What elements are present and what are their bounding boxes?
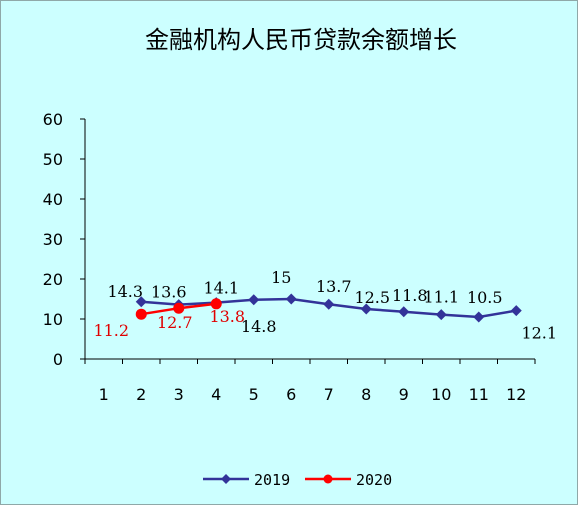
data-label-2020: 12.7 — [157, 313, 193, 332]
y-tick-label: 60 — [43, 110, 63, 129]
x-tick-label: 7 — [324, 385, 334, 404]
x-tick-label: 9 — [399, 385, 409, 404]
data-label-2019: 11.8 — [392, 286, 428, 305]
y-tick-label: 0 — [53, 350, 63, 369]
x-tick-label: 2 — [136, 385, 146, 404]
legend-2020-marker — [323, 474, 333, 484]
x-tick-label: 4 — [211, 385, 221, 404]
x-tick-label: 3 — [174, 385, 184, 404]
y-tick-label: 50 — [43, 150, 63, 169]
legend: 2019 2020 — [203, 471, 392, 489]
chart-title: 金融机构人民币贷款余额增长 — [145, 26, 457, 54]
legend-2019-marker — [221, 474, 231, 484]
series-layer — [135, 293, 522, 323]
series-2020-point — [210, 298, 222, 310]
series-2020-point — [135, 308, 147, 320]
series-2020-point — [173, 302, 185, 314]
data-label-2020: 11.2 — [93, 321, 129, 340]
series-2019-point — [285, 293, 297, 305]
legend-2020-label: 2020 — [356, 471, 392, 489]
data-label-2019: 14.1 — [203, 279, 239, 298]
x-tick-label: 5 — [249, 385, 259, 404]
series-2019-point — [360, 303, 372, 315]
x-tick-label: 11 — [469, 385, 489, 404]
data-label-2019: 10.5 — [467, 288, 503, 307]
x-tick-label: 6 — [286, 385, 296, 404]
data-label-2019: 14.8 — [241, 317, 277, 336]
y-tick-label: 20 — [43, 270, 63, 289]
y-tick-label: 40 — [43, 190, 63, 209]
data-label-2019: 14.3 — [107, 282, 143, 301]
series-2019-point — [510, 305, 522, 317]
series-2019-point — [135, 296, 147, 308]
data-labels: 14.3 13.6 14.114.8 15 13.712.5 11.811.1 10.5 12… — [93, 268, 557, 343]
data-label-2019: 13.6 — [151, 283, 187, 302]
x-tick-label: 12 — [506, 385, 526, 404]
data-label-2019: 12.5 — [354, 288, 390, 307]
data-label-2019: 13.7 — [316, 277, 352, 296]
data-label-2019: 11.1 — [423, 288, 459, 307]
series-2019-point — [323, 298, 335, 310]
x-tick-label: 10 — [431, 385, 451, 404]
y-tick-label: 30 — [43, 230, 63, 249]
x-tick-label: 1 — [99, 385, 109, 404]
series-2019-point — [248, 294, 260, 306]
data-label-2020: 13.8 — [209, 307, 245, 326]
series-2019-point — [398, 306, 410, 318]
x-tick-label: 8 — [361, 385, 371, 404]
series-2019-point — [435, 309, 447, 321]
data-label-2019: 12.1 — [521, 324, 557, 343]
legend-2019-label: 2019 — [254, 471, 290, 489]
y-tick-label: 10 — [43, 310, 63, 329]
data-label-2019: 15 — [271, 268, 291, 287]
series-2019-point — [473, 311, 485, 323]
